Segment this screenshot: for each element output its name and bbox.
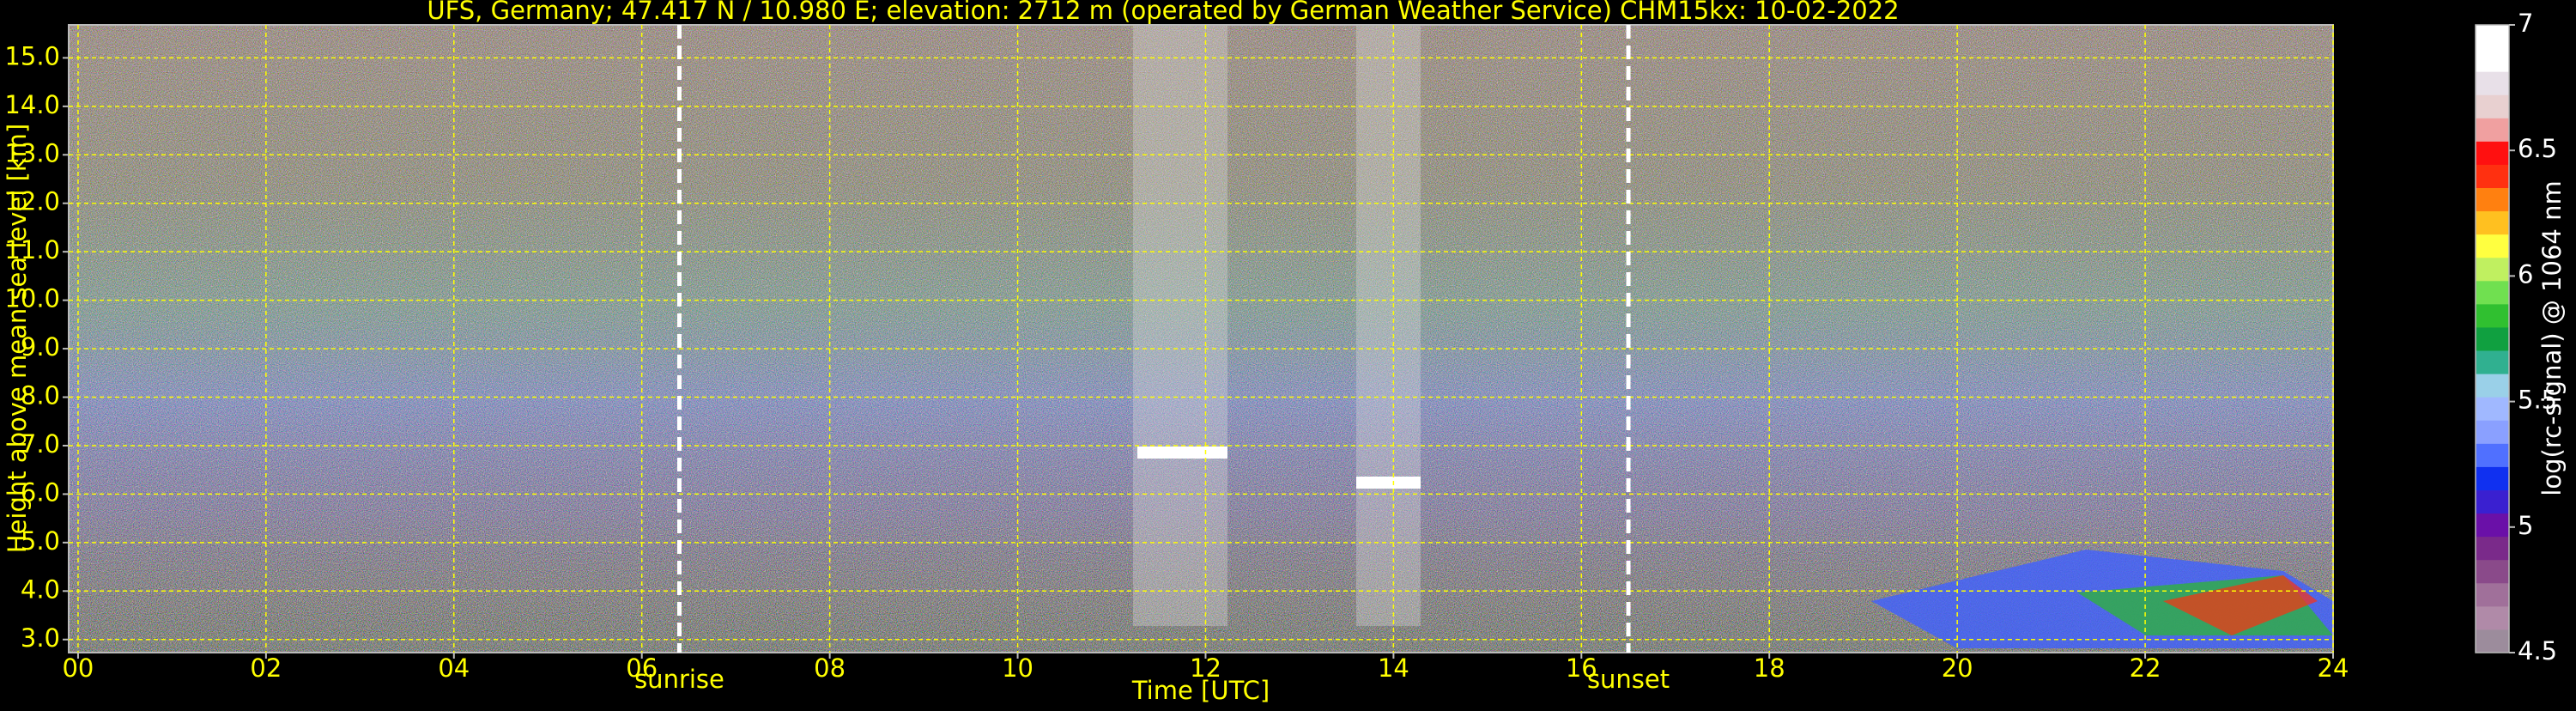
x-tick-label: 12: [1190, 653, 1221, 683]
colorbar-swatch: [2476, 280, 2509, 305]
colorbar-swatch: [2476, 48, 2509, 72]
colorbar-swatch: [2476, 303, 2509, 328]
y-tick-label: 14.0: [4, 90, 60, 119]
x-tick-label: 00: [62, 653, 94, 683]
colorbar-swatch: [2476, 582, 2509, 607]
colorbar-swatch: [2476, 443, 2509, 467]
colorbar-swatch: [2476, 350, 2509, 374]
y-tick-label: 7.0: [21, 429, 60, 459]
colorbar-swatch: [2476, 164, 2509, 189]
x-tick-label: 20: [1942, 653, 1973, 683]
colorbar-swatch: [2476, 629, 2509, 653]
y-tick-label: 5.0: [21, 526, 60, 556]
y-tick-label: 15.0: [4, 41, 60, 70]
colorbar-tick-label: 4.5: [2518, 636, 2557, 665]
x-tick-label: 22: [2130, 653, 2161, 683]
x-tick-label: 06: [626, 653, 658, 683]
colorbar-tick-label: 5.5: [2518, 386, 2557, 415]
colorbar-swatch: [2476, 25, 2509, 49]
x-tick-label: 16: [1566, 653, 1597, 683]
colorbar-swatch: [2476, 374, 2509, 398]
cloud-column: [1356, 25, 1421, 626]
colorbar-tick-label: 6: [2518, 259, 2533, 289]
cloud-layer: [1137, 447, 1227, 459]
chart-title: UFS, Germany; 47.417 N / 10.980 E; eleva…: [427, 0, 1899, 25]
y-tick-label: 11.0: [4, 235, 60, 264]
aerosol-layer: [2163, 575, 2318, 635]
colorbar-swatch: [2476, 397, 2509, 421]
y-tick-label: 3.0: [21, 623, 60, 653]
colorbar-swatch: [2476, 326, 2509, 351]
colorbar-swatch: [2476, 466, 2509, 490]
plot-frame: [68, 24, 2334, 653]
colorbar-tick-label: 5: [2518, 511, 2533, 540]
y-tick-label: 12.0: [4, 187, 60, 216]
y-tick-label: 9.0: [21, 332, 60, 362]
x-tick-label: 18: [1754, 653, 1785, 683]
colorbar-frame: [2475, 24, 2510, 653]
y-tick-label: 4.0: [21, 574, 60, 604]
colorbar-swatch: [2476, 71, 2509, 95]
x-tick-label: 02: [250, 653, 282, 683]
y-tick-label: 8.0: [21, 381, 60, 410]
y-axis-label: Height above mean sea level [km]: [3, 124, 32, 553]
x-tick-label: 08: [814, 653, 846, 683]
event-label: sunrise: [634, 665, 724, 694]
colorbar-tick-label: 6.5: [2518, 134, 2557, 163]
x-tick-label: 24: [2318, 653, 2349, 683]
y-tick-label: 6.0: [21, 477, 60, 507]
y-tick-label: 13.0: [4, 138, 60, 167]
cloud-layer: [1356, 477, 1421, 489]
event-label: sunset: [1587, 665, 1670, 694]
cloud-column: [1133, 25, 1227, 626]
colorbar-swatch: [2476, 118, 2509, 142]
x-tick-label: 10: [1002, 653, 1033, 683]
x-tick-label: 04: [438, 653, 470, 683]
colorbar-swatch: [2476, 420, 2509, 444]
colorbar-label: log(rc-signal) @ 1064 nm: [2537, 180, 2567, 495]
colorbar-swatch: [2476, 559, 2509, 584]
colorbar-swatch: [2476, 489, 2509, 514]
x-axis-label: Time [UTC]: [1131, 676, 1270, 705]
colorbar-swatch: [2476, 94, 2509, 118]
colorbar-swatch: [2476, 605, 2509, 630]
signal-field: [69, 25, 2333, 653]
colorbar-tick-label: 7: [2518, 9, 2533, 38]
colorbar-swatch: [2476, 210, 2509, 235]
colorbar-swatch: [2476, 513, 2509, 538]
colorbar-swatch: [2476, 536, 2509, 561]
colorbar-swatch: [2476, 234, 2509, 258]
y-tick-label: 10.0: [4, 284, 60, 313]
colorbar-swatch: [2476, 187, 2509, 212]
colorbar-swatch: [2476, 141, 2509, 165]
x-tick-label: 14: [1378, 653, 1409, 683]
colorbar-swatch: [2476, 257, 2509, 282]
